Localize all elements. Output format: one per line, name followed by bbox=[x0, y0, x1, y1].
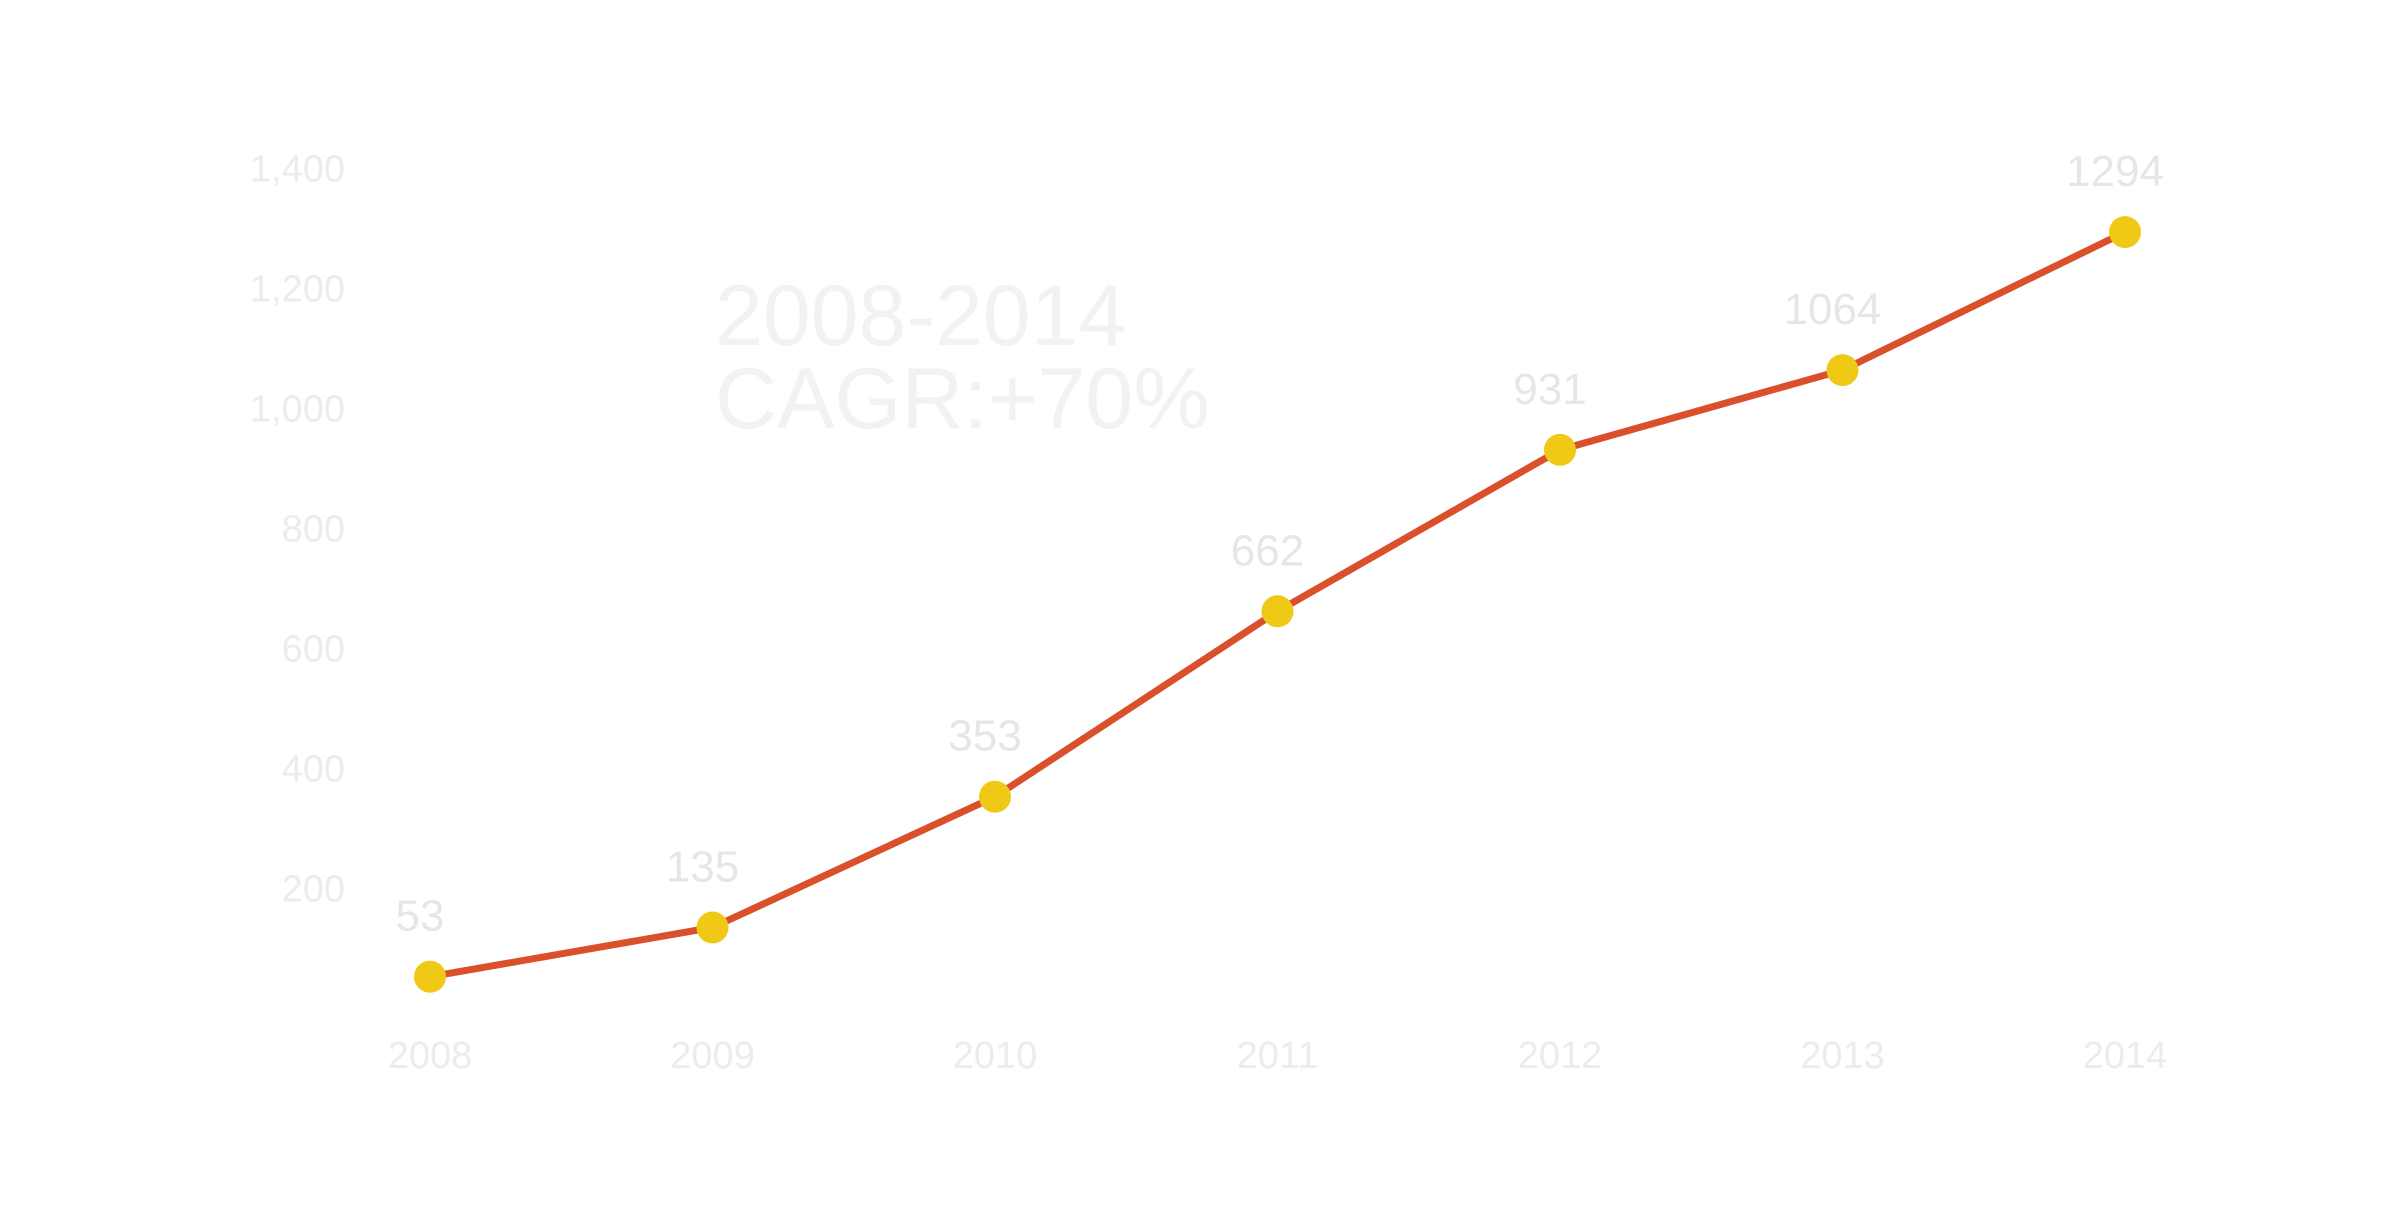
y-tick-label: 600 bbox=[282, 629, 345, 671]
data-point-markers bbox=[414, 216, 2141, 993]
x-tick-label: 2013 bbox=[1800, 1035, 1885, 1077]
data-point-marker bbox=[2109, 216, 2141, 249]
x-tick-label: 2011 bbox=[1237, 1035, 1319, 1077]
data-point-marker bbox=[414, 960, 446, 993]
data-point-marker bbox=[1826, 354, 1859, 387]
y-tick-label: 800 bbox=[282, 509, 345, 551]
annotation-line-2: CAGR:+70% bbox=[715, 351, 1210, 447]
x-tick-label: 2010 bbox=[953, 1035, 1038, 1077]
data-value-label: 53 bbox=[396, 892, 445, 941]
annotation-line-1: 2008-2014 bbox=[715, 268, 1126, 364]
data-point-marker bbox=[696, 911, 729, 944]
data-point-marker bbox=[979, 780, 1011, 813]
data-value-label: 135 bbox=[666, 843, 739, 892]
x-axis-tick-labels: 2008 2009 2010 2011 2012 2013 2014 bbox=[388, 1035, 2168, 1077]
y-tick-label: 1,200 bbox=[250, 269, 345, 311]
y-tick-label: 200 bbox=[282, 869, 345, 911]
data-value-labels: 53 135 353 662 931 1064 1294 bbox=[396, 147, 2164, 941]
data-value-label: 1064 bbox=[1784, 285, 1882, 334]
cagr-annotation: 2008-2014 CAGR:+70% bbox=[715, 268, 1210, 447]
x-tick-label: 2008 bbox=[388, 1035, 473, 1077]
y-tick-label: 1,400 bbox=[250, 149, 345, 191]
y-axis-tick-labels: 200 400 600 800 1,000 1,200 1,400 bbox=[250, 149, 345, 911]
data-value-label: 1294 bbox=[2066, 147, 2164, 196]
y-tick-label: 400 bbox=[282, 749, 345, 791]
data-value-label: 931 bbox=[1513, 365, 1586, 414]
x-tick-label: 2012 bbox=[1518, 1035, 1603, 1077]
data-point-marker bbox=[1544, 433, 1576, 466]
y-tick-label: 1,000 bbox=[250, 389, 345, 431]
x-tick-label: 2009 bbox=[670, 1035, 755, 1077]
data-point-marker bbox=[1261, 595, 1294, 628]
data-value-label: 662 bbox=[1231, 526, 1304, 575]
data-value-label: 353 bbox=[948, 712, 1021, 761]
x-tick-label: 2014 bbox=[2083, 1035, 2168, 1077]
